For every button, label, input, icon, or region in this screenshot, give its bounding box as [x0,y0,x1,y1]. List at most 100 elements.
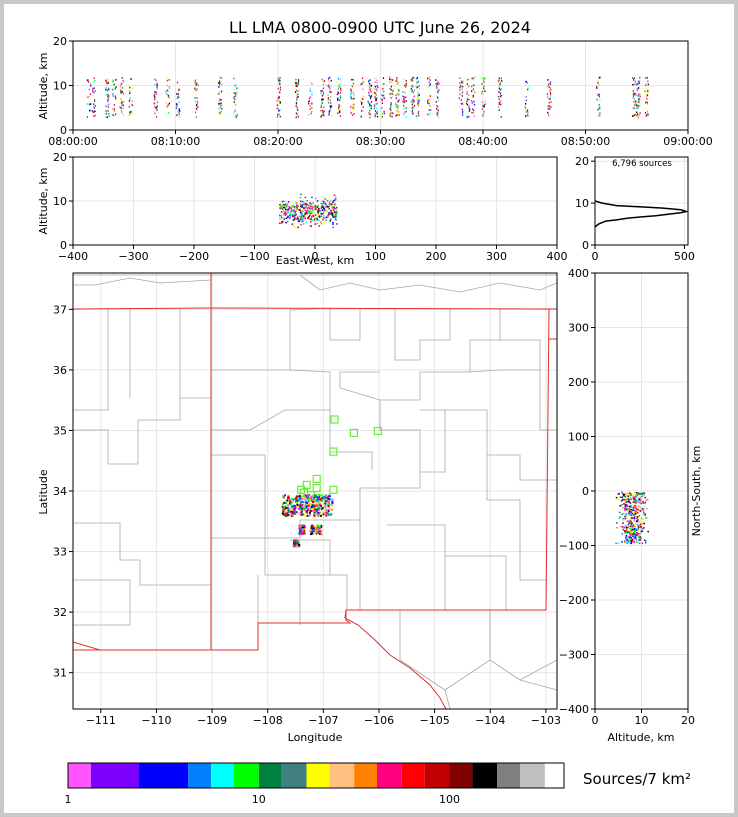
source-point [413,101,415,103]
source-point [638,493,641,496]
source-point [87,79,89,81]
source-point [391,78,393,81]
source-point [336,211,338,213]
source-point [325,508,328,511]
source-point [429,85,431,87]
source-point [466,90,468,93]
source-point [411,76,414,79]
source-point [301,532,304,535]
source-point [309,503,312,506]
source-point [278,109,280,112]
source-point [624,509,626,512]
source-point [525,110,527,113]
source-point [628,499,631,502]
source-point [350,92,352,95]
source-point [376,90,379,93]
source-point [629,534,632,537]
source-point [105,105,107,107]
source-point [412,76,414,79]
source-point [500,100,502,102]
source-point [297,113,299,115]
source-point [627,531,629,534]
source-point [417,112,419,115]
source-point [396,110,398,112]
source-point [279,91,281,94]
source-point [411,103,413,106]
source-point [469,110,471,112]
source-point [628,494,630,496]
source-point [313,218,316,221]
source-point [596,98,598,101]
source-point [154,104,156,107]
source-point [93,87,95,89]
source-point [353,106,355,109]
source-point [437,77,439,79]
source-point [643,508,645,511]
source-point [638,80,640,82]
source-point [351,78,353,81]
source-point [328,502,331,505]
source-point [322,93,325,96]
source-point [335,216,338,218]
source-point [646,114,648,116]
source-point [437,99,439,102]
source-point [112,93,114,95]
source-point [639,492,641,495]
source-point [376,97,378,100]
source-point [461,103,463,105]
source-point [483,105,485,108]
source-point [335,214,337,216]
source-point [295,78,297,81]
source-point [631,512,634,515]
source-point [550,99,552,101]
source-point [369,109,371,112]
tick-label-y: 10 [53,80,67,93]
source-point [637,509,640,511]
source-point [469,107,471,110]
station-marker [373,426,382,436]
histogram-line [595,200,688,228]
source-point [282,204,285,206]
source-point [645,84,647,87]
source-point [92,90,94,93]
source-point [327,216,329,218]
source-point [382,88,384,90]
source-point [402,95,404,98]
source-point [474,91,476,93]
source-point [107,106,109,108]
source-point [308,494,311,496]
source-point [525,80,527,83]
source-point [405,110,407,113]
source-point [293,214,295,216]
source-point [330,106,332,109]
source-point [283,200,286,203]
source-point [284,494,286,497]
source-point [381,107,383,109]
source-point [105,112,108,115]
source-point [130,78,132,80]
source-point [321,89,323,92]
source-point [310,510,313,512]
source-point [106,109,108,112]
source-point [326,206,329,208]
source-point [627,540,630,542]
source-point [288,497,291,499]
source-point [297,90,300,92]
source-point [473,78,475,81]
source-point [639,493,642,496]
source-point [468,99,470,101]
source-point [527,111,529,114]
source-point [330,499,332,501]
source-point [122,107,124,110]
source-point [292,215,295,218]
source-point [318,215,321,217]
source-point [293,539,296,542]
source-point [330,110,332,113]
source-point [639,95,641,98]
source-point [636,89,638,91]
source-point [389,115,391,117]
source-point [292,205,294,207]
source-point [402,112,404,115]
source-point [458,91,460,93]
source-point [403,101,405,104]
